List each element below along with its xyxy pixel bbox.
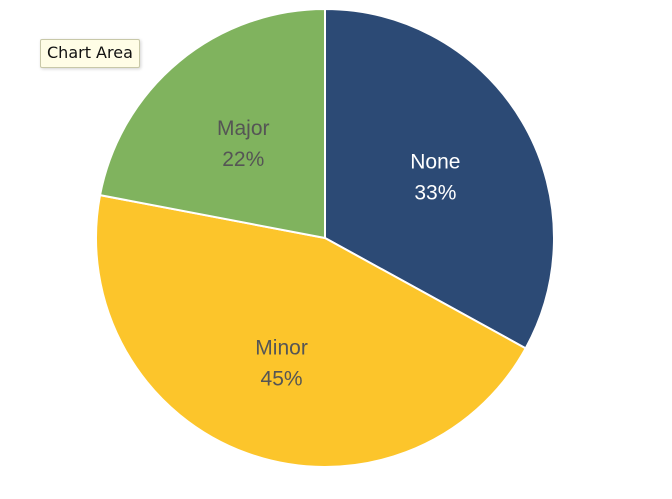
pie-slices (95, 8, 555, 468)
pie-slice-minor[interactable] (95, 194, 527, 468)
slice-label-none: None (410, 151, 460, 174)
slice-percent-none: 33% (414, 182, 456, 205)
slice-label-major: Major (217, 117, 270, 140)
chart-area-tooltip: Chart Area (40, 39, 140, 68)
pie-labels: None 33% Minor 45% Major 22% (217, 117, 460, 390)
slice-percent-minor: 45% (261, 368, 303, 391)
pie-slice-major[interactable] (99, 8, 326, 239)
slice-percent-major: 22% (222, 148, 264, 171)
pie-slice-none[interactable] (324, 8, 555, 350)
slice-label-minor: Minor (255, 337, 308, 360)
